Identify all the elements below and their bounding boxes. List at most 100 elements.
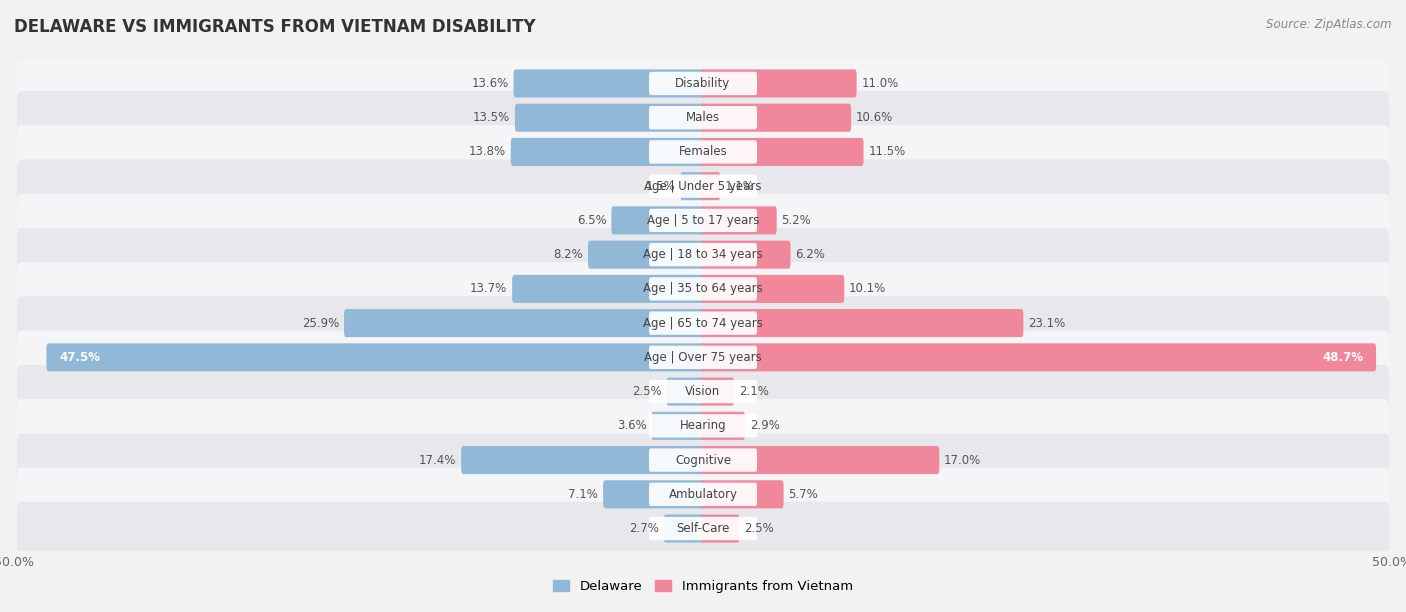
FancyBboxPatch shape: [17, 194, 1389, 247]
FancyBboxPatch shape: [588, 241, 704, 269]
Text: 6.2%: 6.2%: [796, 248, 825, 261]
Text: 2.7%: 2.7%: [628, 522, 659, 535]
FancyBboxPatch shape: [650, 243, 756, 266]
FancyBboxPatch shape: [650, 517, 756, 540]
FancyBboxPatch shape: [17, 228, 1389, 282]
FancyBboxPatch shape: [702, 378, 734, 406]
FancyBboxPatch shape: [702, 480, 783, 509]
FancyBboxPatch shape: [681, 172, 704, 200]
FancyBboxPatch shape: [650, 380, 756, 403]
FancyBboxPatch shape: [17, 468, 1389, 521]
Text: 5.2%: 5.2%: [782, 214, 811, 227]
FancyBboxPatch shape: [17, 399, 1389, 452]
FancyBboxPatch shape: [702, 309, 1024, 337]
FancyBboxPatch shape: [650, 414, 756, 438]
FancyBboxPatch shape: [17, 262, 1389, 316]
Text: 7.1%: 7.1%: [568, 488, 599, 501]
Text: Age | 35 to 64 years: Age | 35 to 64 years: [643, 282, 763, 296]
Text: 10.6%: 10.6%: [856, 111, 893, 124]
FancyBboxPatch shape: [702, 172, 720, 200]
Text: 1.5%: 1.5%: [645, 180, 675, 193]
FancyBboxPatch shape: [17, 296, 1389, 350]
Text: 11.5%: 11.5%: [869, 146, 905, 159]
FancyBboxPatch shape: [650, 483, 756, 506]
Text: 3.6%: 3.6%: [617, 419, 647, 432]
FancyBboxPatch shape: [17, 330, 1389, 384]
Text: 2.1%: 2.1%: [738, 385, 769, 398]
FancyBboxPatch shape: [513, 69, 704, 97]
Text: 17.4%: 17.4%: [419, 453, 457, 466]
FancyBboxPatch shape: [702, 69, 856, 97]
Text: 8.2%: 8.2%: [554, 248, 583, 261]
Text: Vision: Vision: [685, 385, 721, 398]
FancyBboxPatch shape: [515, 103, 704, 132]
FancyBboxPatch shape: [344, 309, 704, 337]
FancyBboxPatch shape: [650, 106, 756, 129]
FancyBboxPatch shape: [17, 125, 1389, 179]
FancyBboxPatch shape: [510, 138, 704, 166]
FancyBboxPatch shape: [702, 241, 790, 269]
FancyBboxPatch shape: [651, 412, 704, 440]
Text: 13.6%: 13.6%: [471, 77, 509, 90]
FancyBboxPatch shape: [702, 275, 844, 303]
Text: Self-Care: Self-Care: [676, 522, 730, 535]
Text: Age | 18 to 34 years: Age | 18 to 34 years: [643, 248, 763, 261]
FancyBboxPatch shape: [17, 365, 1389, 418]
Text: Males: Males: [686, 111, 720, 124]
FancyBboxPatch shape: [650, 174, 756, 198]
FancyBboxPatch shape: [512, 275, 704, 303]
Legend: Delaware, Immigrants from Vietnam: Delaware, Immigrants from Vietnam: [548, 575, 858, 598]
Text: 13.7%: 13.7%: [470, 282, 508, 296]
Text: 23.1%: 23.1%: [1028, 316, 1066, 330]
Text: 13.8%: 13.8%: [468, 146, 506, 159]
Text: 2.5%: 2.5%: [744, 522, 775, 535]
FancyBboxPatch shape: [17, 160, 1389, 213]
FancyBboxPatch shape: [650, 449, 756, 472]
FancyBboxPatch shape: [702, 206, 776, 234]
Text: 1.1%: 1.1%: [725, 180, 755, 193]
Text: 25.9%: 25.9%: [302, 316, 339, 330]
Text: 17.0%: 17.0%: [945, 453, 981, 466]
FancyBboxPatch shape: [461, 446, 704, 474]
FancyBboxPatch shape: [17, 433, 1389, 487]
FancyBboxPatch shape: [650, 277, 756, 300]
Text: 6.5%: 6.5%: [576, 214, 606, 227]
Text: 2.9%: 2.9%: [749, 419, 780, 432]
FancyBboxPatch shape: [17, 502, 1389, 555]
Text: Ambulatory: Ambulatory: [668, 488, 738, 501]
FancyBboxPatch shape: [650, 209, 756, 232]
FancyBboxPatch shape: [702, 515, 740, 543]
Text: Age | 5 to 17 years: Age | 5 to 17 years: [647, 214, 759, 227]
Text: 5.7%: 5.7%: [789, 488, 818, 501]
FancyBboxPatch shape: [46, 343, 704, 371]
Text: 11.0%: 11.0%: [862, 77, 898, 90]
FancyBboxPatch shape: [702, 103, 851, 132]
Text: 10.1%: 10.1%: [849, 282, 886, 296]
Text: DELAWARE VS IMMIGRANTS FROM VIETNAM DISABILITY: DELAWARE VS IMMIGRANTS FROM VIETNAM DISA…: [14, 18, 536, 36]
FancyBboxPatch shape: [702, 446, 939, 474]
Text: 48.7%: 48.7%: [1322, 351, 1362, 364]
FancyBboxPatch shape: [664, 515, 704, 543]
Text: Age | Over 75 years: Age | Over 75 years: [644, 351, 762, 364]
Text: Cognitive: Cognitive: [675, 453, 731, 466]
FancyBboxPatch shape: [650, 312, 756, 335]
FancyBboxPatch shape: [612, 206, 704, 234]
FancyBboxPatch shape: [666, 378, 704, 406]
FancyBboxPatch shape: [17, 57, 1389, 110]
Text: Disability: Disability: [675, 77, 731, 90]
Text: Age | Under 5 years: Age | Under 5 years: [644, 180, 762, 193]
FancyBboxPatch shape: [702, 138, 863, 166]
FancyBboxPatch shape: [650, 140, 756, 163]
FancyBboxPatch shape: [702, 343, 1376, 371]
FancyBboxPatch shape: [650, 72, 756, 95]
Text: Age | 65 to 74 years: Age | 65 to 74 years: [643, 316, 763, 330]
FancyBboxPatch shape: [650, 346, 756, 369]
Text: Source: ZipAtlas.com: Source: ZipAtlas.com: [1267, 18, 1392, 31]
Text: Hearing: Hearing: [679, 419, 727, 432]
Text: 47.5%: 47.5%: [59, 351, 101, 364]
FancyBboxPatch shape: [702, 412, 745, 440]
FancyBboxPatch shape: [603, 480, 704, 509]
Text: 2.5%: 2.5%: [631, 385, 662, 398]
Text: 13.5%: 13.5%: [472, 111, 510, 124]
FancyBboxPatch shape: [17, 91, 1389, 144]
